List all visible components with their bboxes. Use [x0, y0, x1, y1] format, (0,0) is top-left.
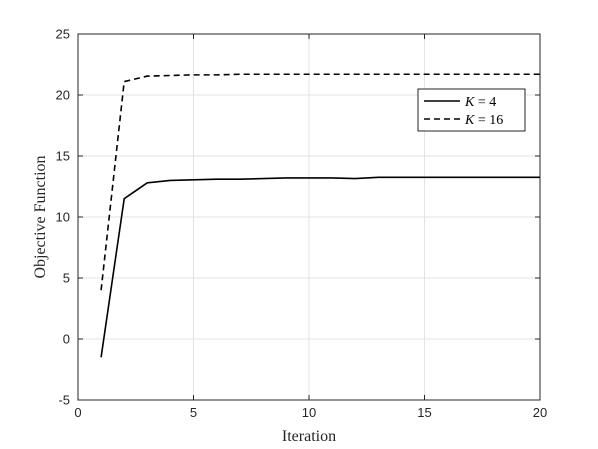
series-lines: [100, 73, 540, 358]
x-tick-label: 20: [533, 405, 547, 420]
y-axis-label: Objective Function: [32, 155, 49, 278]
x-tick-label: 5: [190, 405, 197, 420]
y-tick-label: 5: [63, 271, 70, 286]
legend-label-value: = 16: [474, 113, 503, 128]
legend-label-variable: K: [464, 113, 475, 128]
y-tick-label: 15: [56, 149, 70, 164]
legend-label-2: K = 16: [464, 113, 503, 128]
legend-box: [417, 88, 526, 132]
legend-label-variable: K: [464, 95, 475, 110]
y-tick-label: 25: [56, 27, 70, 42]
x-tick-label: 15: [417, 405, 431, 420]
x-tick-label: 0: [74, 405, 81, 420]
series-line-1: [100, 176, 540, 358]
axes: [77, 33, 541, 401]
y-tick-label: -5: [58, 393, 70, 408]
legend-label-value: = 4: [474, 95, 496, 110]
x-tick-label: 10: [302, 405, 316, 420]
y-tick-label: 0: [63, 332, 70, 347]
series-line-2: [100, 73, 540, 291]
legend: K = 4K = 16: [417, 88, 526, 132]
tick-labels: 0 5 10 15 20 -5 0 5 10 15 20 25: [56, 27, 548, 421]
legend-label-1: K = 4: [464, 95, 496, 110]
y-tick-label: 20: [56, 88, 70, 103]
x-axis-label: Iteration: [282, 428, 336, 445]
y-tick-label: 10: [56, 210, 70, 225]
